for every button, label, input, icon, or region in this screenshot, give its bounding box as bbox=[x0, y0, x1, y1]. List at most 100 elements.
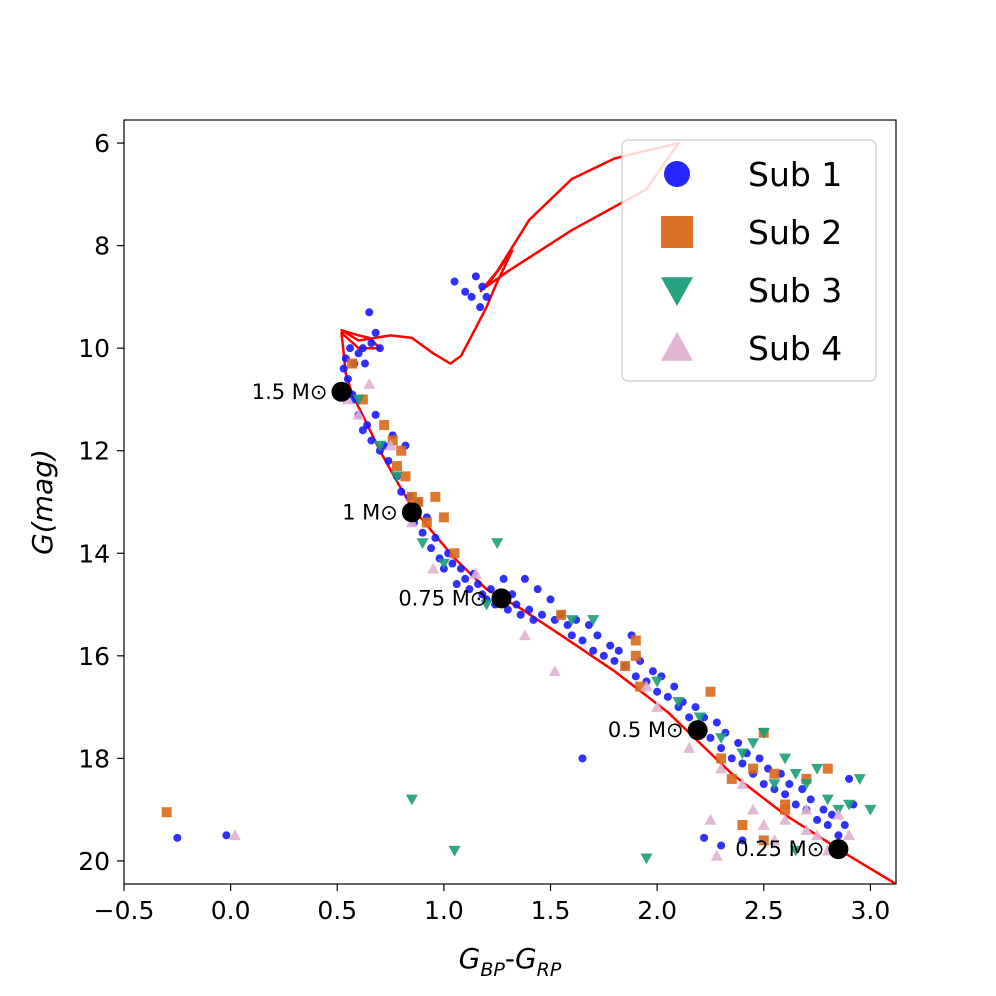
data-point-sub1 bbox=[663, 692, 672, 701]
data-point-sub2 bbox=[347, 358, 358, 369]
data-point-sub2 bbox=[620, 661, 631, 672]
data-point-sub4 bbox=[757, 819, 770, 830]
data-point-sub1 bbox=[791, 800, 800, 809]
data-point-sub1 bbox=[593, 631, 602, 640]
data-point-sub2 bbox=[406, 491, 417, 502]
data-point-sub4 bbox=[747, 803, 760, 815]
data-point-sub4 bbox=[651, 701, 664, 712]
data-point-sub2 bbox=[387, 435, 398, 446]
data-point-sub1 bbox=[529, 615, 538, 624]
data-point-sub1 bbox=[546, 595, 555, 604]
data-point-sub1 bbox=[563, 621, 572, 630]
data-point-sub1 bbox=[367, 436, 376, 445]
data-point-sub1 bbox=[567, 631, 576, 640]
y-tick-label: 20 bbox=[78, 847, 110, 876]
data-point-sub1 bbox=[339, 364, 348, 373]
data-point-sub1 bbox=[589, 646, 598, 655]
data-point-sub2 bbox=[726, 773, 737, 784]
data-point-sub1 bbox=[363, 421, 372, 430]
data-point-sub2 bbox=[630, 635, 641, 646]
data-point-sub2 bbox=[769, 768, 780, 779]
data-point-sub1 bbox=[367, 339, 376, 348]
data-point-sub3 bbox=[843, 799, 856, 811]
data-point-sub3 bbox=[864, 804, 877, 816]
data-point-sub1 bbox=[465, 585, 474, 594]
data-point-sub2 bbox=[161, 807, 172, 818]
data-point-sub1 bbox=[759, 780, 768, 789]
data-point-sub1 bbox=[503, 605, 512, 614]
data-point-sub1 bbox=[781, 790, 790, 799]
data-point-sub4 bbox=[800, 824, 813, 835]
mass-marker-label: 0.25 M⊙ bbox=[735, 837, 824, 861]
data-point-sub4 bbox=[768, 834, 781, 846]
data-point-sub3 bbox=[747, 738, 760, 749]
data-point-sub1 bbox=[653, 687, 662, 696]
data-point-sub4 bbox=[427, 562, 440, 574]
data-point-sub1 bbox=[845, 774, 854, 783]
data-point-sub2 bbox=[630, 650, 641, 661]
data-point-sub1 bbox=[648, 667, 657, 676]
legend-label-sub1: Sub 1 bbox=[748, 155, 842, 194]
x-axis-label: GBP-GRP bbox=[459, 942, 562, 981]
data-point-sub1 bbox=[840, 821, 849, 830]
data-point-sub1 bbox=[499, 574, 508, 583]
data-point-sub1 bbox=[384, 456, 393, 465]
data-point-sub3 bbox=[491, 538, 504, 550]
legend-label-sub3: Sub 3 bbox=[748, 271, 842, 310]
data-point-sub1 bbox=[614, 646, 623, 655]
data-point-sub1 bbox=[520, 574, 529, 583]
data-point-sub1 bbox=[450, 277, 459, 286]
data-point-sub1 bbox=[685, 713, 694, 722]
data-point-sub1 bbox=[397, 487, 406, 496]
data-point-sub2 bbox=[822, 763, 833, 774]
data-point-sub2 bbox=[413, 497, 424, 507]
data-point-sub1 bbox=[371, 410, 380, 419]
data-point-sub2 bbox=[705, 686, 716, 697]
data-point-sub2 bbox=[379, 420, 390, 431]
data-point-sub1 bbox=[343, 374, 352, 383]
data-point-sub1 bbox=[375, 344, 384, 353]
data-point-sub1 bbox=[631, 672, 640, 681]
y-tick-label: 10 bbox=[78, 334, 110, 363]
data-point-sub2 bbox=[438, 512, 449, 523]
data-point-sub1 bbox=[691, 703, 700, 712]
data-point-sub1 bbox=[418, 528, 427, 537]
data-point-sub1 bbox=[670, 682, 679, 691]
data-point-sub1 bbox=[798, 785, 807, 794]
data-point-sub4 bbox=[800, 803, 813, 815]
data-point-sub3 bbox=[693, 712, 706, 724]
data-point-sub4 bbox=[352, 408, 365, 420]
data-point-sub2 bbox=[780, 804, 791, 815]
data-point-sub1 bbox=[427, 544, 436, 553]
data-point-sub1 bbox=[482, 292, 491, 301]
data-point-sub1 bbox=[222, 831, 231, 840]
isochrone-line bbox=[340, 141, 896, 884]
data-point-sub4 bbox=[811, 829, 824, 841]
y-tick-label: 14 bbox=[78, 539, 110, 568]
data-point-sub4 bbox=[363, 378, 376, 389]
legend-marker-sub4 bbox=[661, 332, 693, 361]
plot-frame bbox=[123, 119, 897, 885]
data-point-sub3 bbox=[789, 768, 802, 780]
data-point-sub3 bbox=[811, 763, 824, 775]
data-point-sub1 bbox=[738, 836, 747, 845]
data-point-sub1 bbox=[525, 605, 534, 614]
data-point-sub1 bbox=[456, 564, 465, 573]
data-point-sub3 bbox=[736, 748, 749, 760]
y-tick-label: 8 bbox=[94, 232, 110, 261]
y-tick-label: 12 bbox=[78, 437, 110, 466]
data-point-sub4 bbox=[715, 762, 728, 774]
data-point-sub2 bbox=[396, 445, 407, 456]
data-point-sub1 bbox=[785, 780, 794, 789]
data-point-sub4 bbox=[228, 829, 241, 841]
data-point-sub1 bbox=[584, 621, 593, 630]
data-point-sub1 bbox=[578, 636, 587, 645]
data-point-sub3 bbox=[352, 394, 365, 406]
data-point-sub1 bbox=[516, 610, 525, 619]
data-point-sub1 bbox=[717, 841, 726, 850]
data-point-sub2 bbox=[758, 835, 769, 846]
data-point-sub1 bbox=[365, 308, 374, 317]
data-point-sub3 bbox=[448, 845, 461, 857]
data-point-sub2 bbox=[801, 773, 812, 784]
data-point-sub3 bbox=[672, 697, 685, 708]
